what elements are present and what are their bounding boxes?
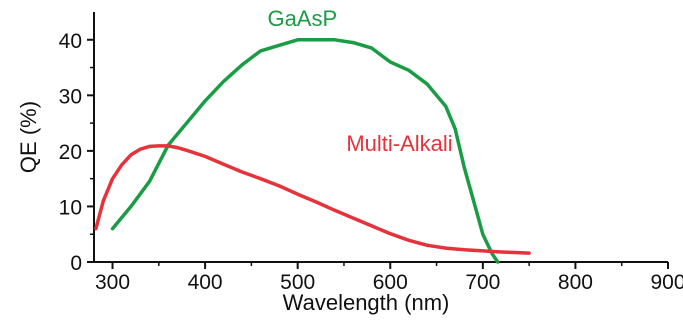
x-tick-label: 900: [650, 271, 683, 294]
y-axis-title: QE (%): [16, 101, 41, 173]
y-tick-label: 30: [59, 85, 82, 108]
x-tick-label: 400: [188, 271, 223, 294]
y-tick-label: 0: [70, 252, 82, 275]
series-label-gaasp: GaAsP: [267, 6, 337, 31]
series-annotations: GaAsP Multi-Alkali: [267, 6, 452, 156]
x-tick-label: 600: [373, 271, 408, 294]
x-tick-label: 300: [95, 271, 130, 294]
y-tick-label: 40: [59, 30, 82, 53]
series-line-gaasp: [110, 38, 500, 264]
ticks: [87, 38, 669, 269]
series-lines: [94, 38, 531, 264]
tick-labels: 300 400 500 600 700 800 900 0 10 20 30 40: [59, 30, 683, 294]
axes: [93, 12, 668, 263]
x-tick-label: 800: [558, 271, 593, 294]
x-tick-label: 700: [465, 271, 500, 294]
y-tick-label: 20: [59, 141, 82, 164]
x-tick-label: 500: [280, 271, 315, 294]
series-label-multi-alkali: Multi-Alkali: [346, 131, 452, 156]
y-tick-label: 10: [59, 196, 82, 219]
x-axis-title: Wavelength (nm): [283, 290, 450, 315]
series-line-multi-alkali: [94, 144, 531, 255]
